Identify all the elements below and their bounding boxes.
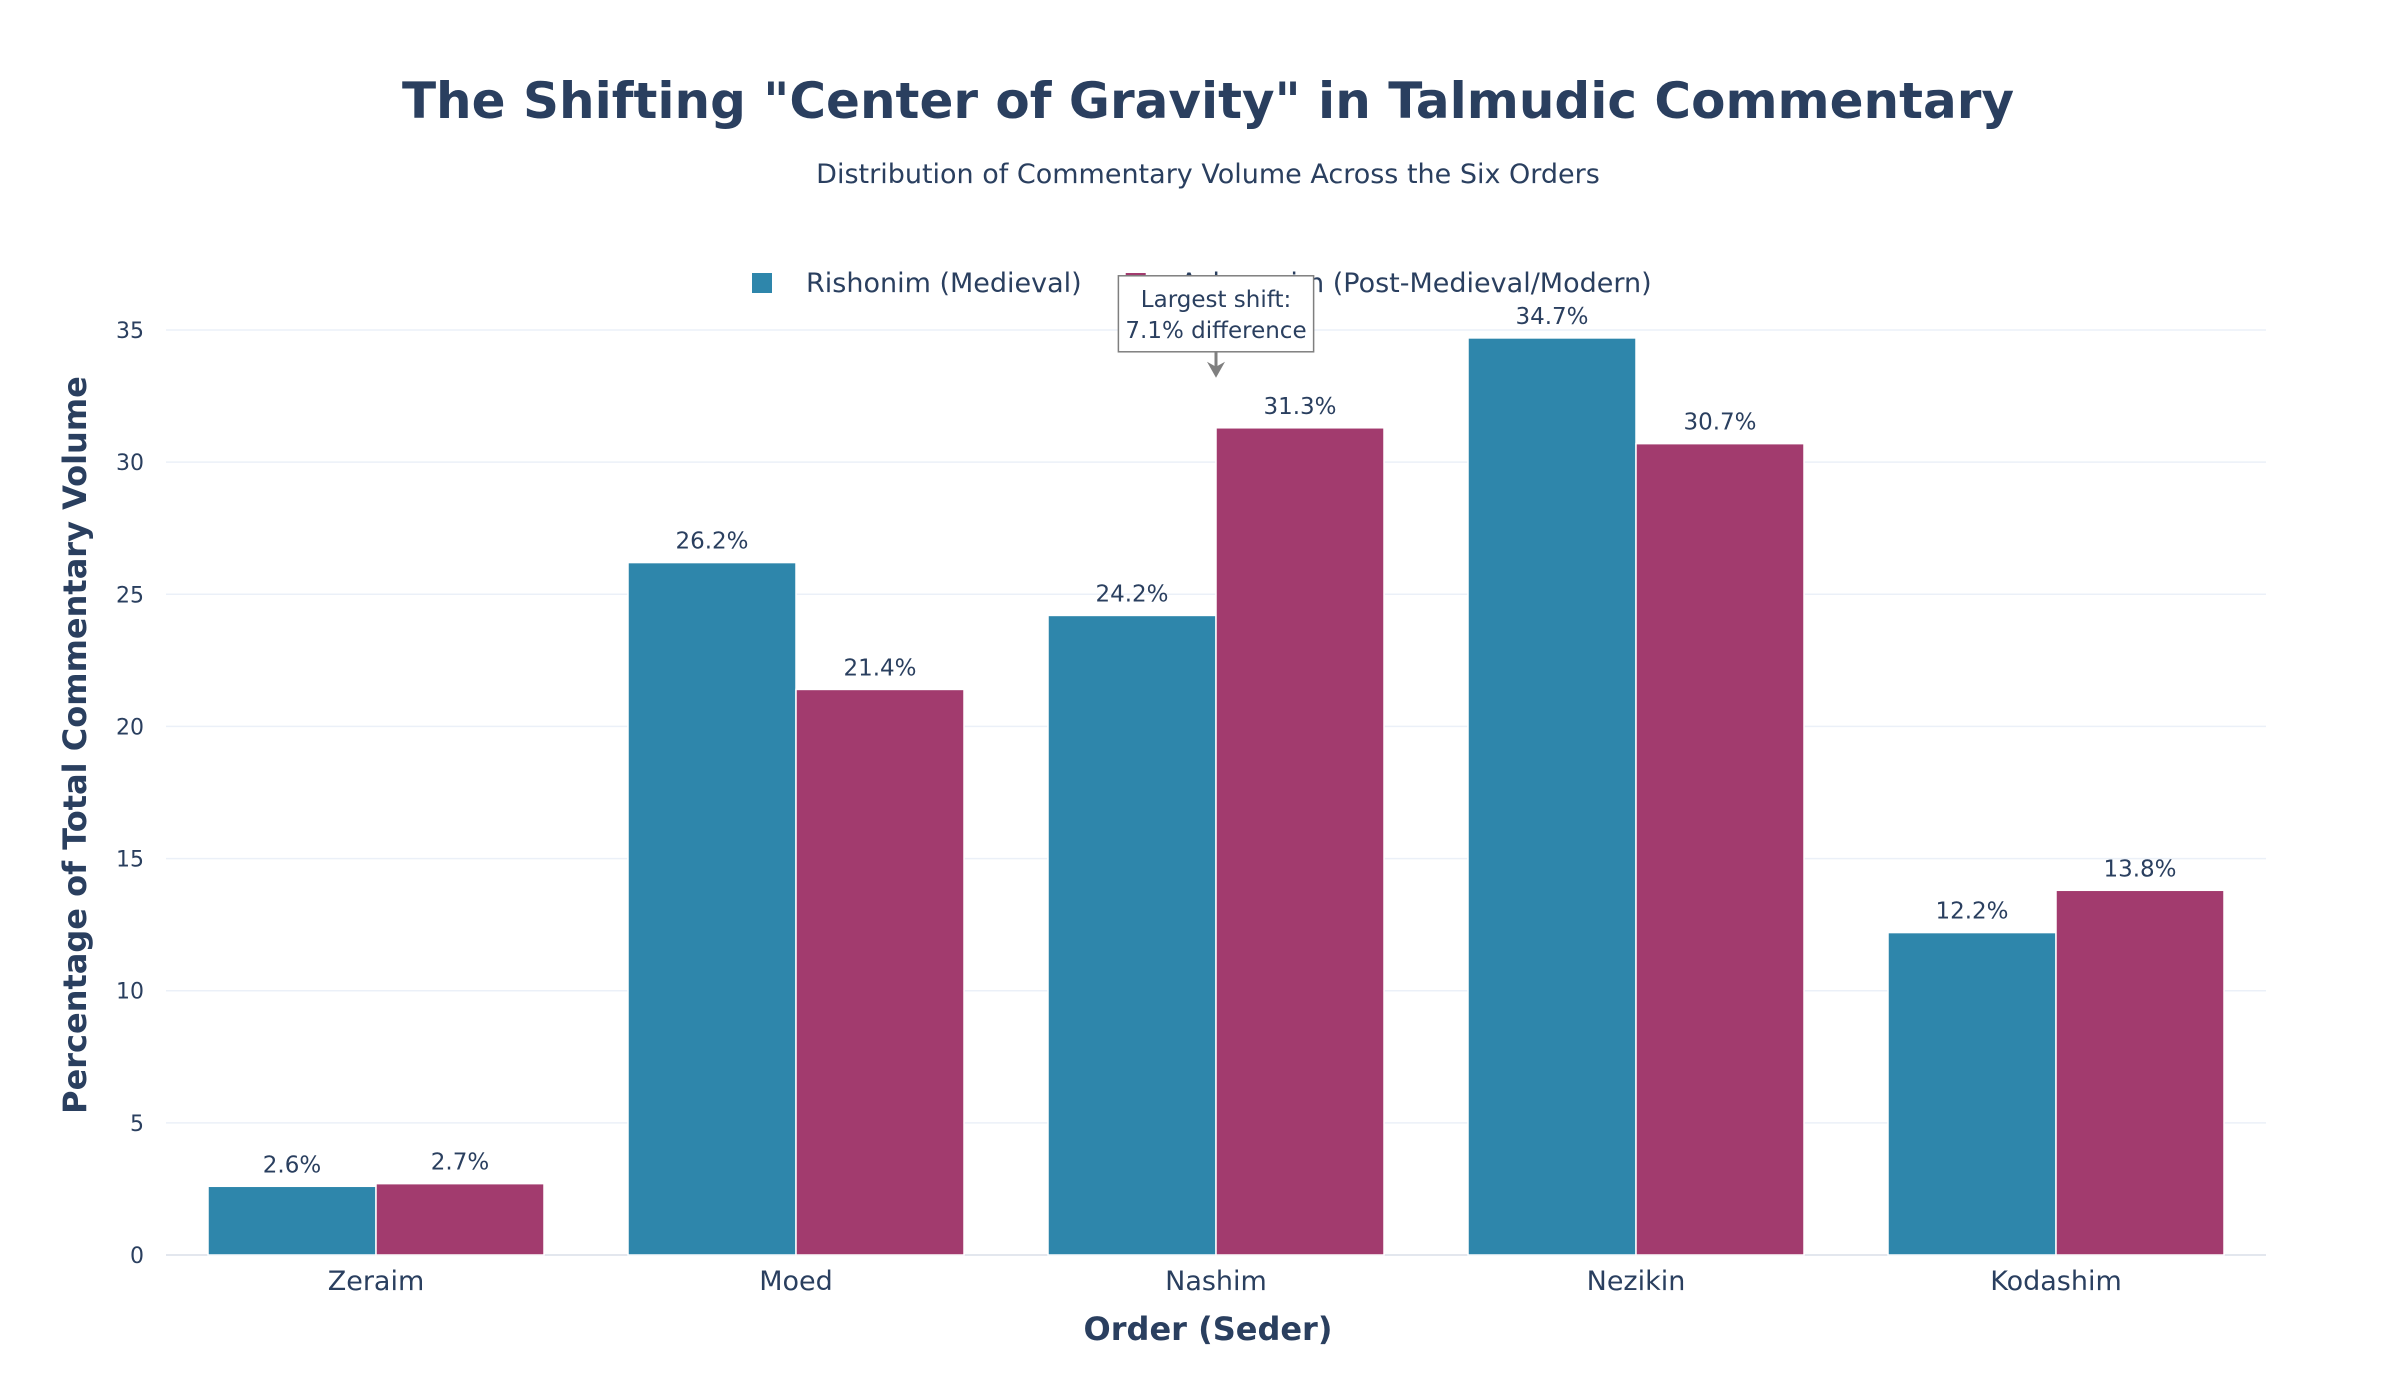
annotation-arrowhead — [1207, 361, 1225, 378]
legend-swatch — [752, 273, 772, 293]
bar — [375, 1182, 545, 1256]
y-axis-ticks: 0 5 10 15 20 25 30 35 — [116, 319, 144, 1269]
annotation: Largest shift: 7.1% difference — [1117, 275, 1315, 378]
bar — [1215, 427, 1385, 1256]
bar-labels: 2.6% 2.7% 26.2% 21.4% 24.2% 31.3% 34.7% 30.7% 12… — [263, 304, 2177, 1178]
bar-value-label: 12.2% — [1935, 899, 2008, 925]
annotation-box — [1117, 275, 1315, 353]
y-tick-label: 25 — [116, 583, 144, 608]
y-tick-label: 0 — [130, 1244, 144, 1269]
bar-value-label: 13.8% — [2103, 856, 2176, 882]
annotation-text: Largest shift: — [1141, 287, 1291, 313]
bar — [1887, 931, 2057, 1256]
x-tick-label: Moed — [759, 1266, 833, 1297]
x-axis-ticks: Zeraim Moed Nashim Nezikin Kodashim — [328, 1266, 2122, 1297]
bars — [207, 337, 2225, 1256]
bar — [1635, 442, 1805, 1256]
x-tick-label: Zeraim — [328, 1266, 425, 1297]
bar — [1467, 337, 1637, 1256]
y-tick-label: 10 — [116, 980, 144, 1005]
bar-value-label: 26.2% — [675, 529, 748, 555]
y-tick-label: 35 — [116, 319, 144, 344]
bar-value-label: 2.6% — [263, 1152, 321, 1178]
bar-value-label: 30.7% — [1683, 410, 1756, 436]
chart-subtitle: Distribution of Commentary Volume Across… — [816, 159, 1600, 190]
x-tick-label: Nashim — [1165, 1266, 1267, 1297]
annotation-text: 7.1% difference — [1125, 318, 1306, 344]
x-tick-label: Nezikin — [1587, 1266, 1686, 1297]
bar — [2055, 889, 2225, 1256]
y-tick-label: 15 — [116, 848, 144, 873]
bar-value-label: 31.3% — [1263, 394, 1336, 420]
y-tick-label: 30 — [116, 451, 144, 476]
y-tick-label: 20 — [116, 715, 144, 740]
chart-title: The Shifting "Center of Gravity" in Talm… — [402, 72, 2014, 130]
bar — [1047, 614, 1217, 1256]
bar — [627, 561, 797, 1256]
bar — [795, 688, 965, 1256]
bar-value-label: 24.2% — [1095, 581, 1168, 607]
y-axis-title: Percentage of Total Commentary Volume — [56, 376, 94, 1114]
legend-label: Rishonim (Medieval) — [806, 268, 1082, 299]
x-tick-label: Kodashim — [1990, 1266, 2122, 1297]
bar — [207, 1185, 377, 1256]
bar-value-label: 21.4% — [843, 655, 916, 681]
bar-value-label: 2.7% — [431, 1150, 489, 1176]
x-axis-title: Order (Seder) — [1084, 1310, 1333, 1348]
bar-value-label: 34.7% — [1515, 304, 1588, 330]
y-tick-label: 5 — [130, 1112, 144, 1137]
